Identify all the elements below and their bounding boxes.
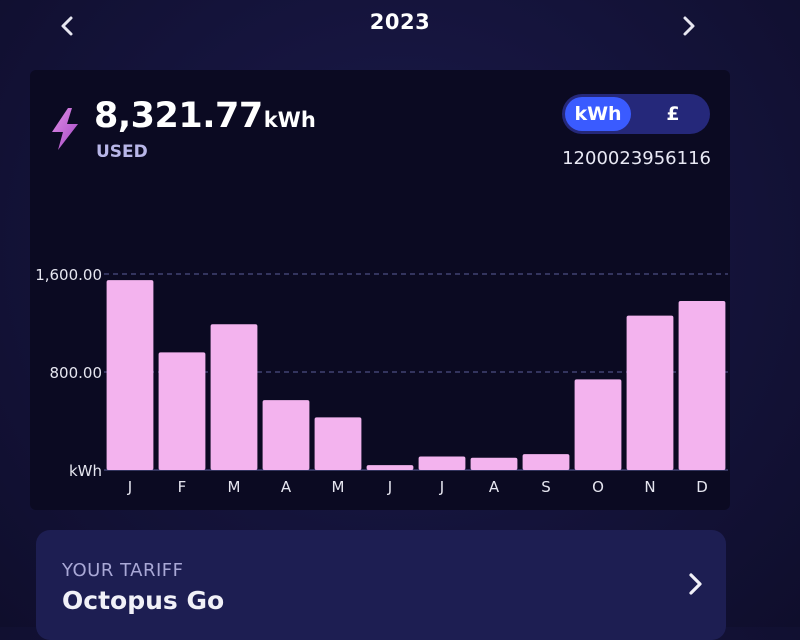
toggle-option-kwh[interactable]: kWh (565, 97, 631, 131)
chevron-right-icon (683, 16, 695, 36)
monthly-usage-chart: 1,600.00 800.00 kWh J F M A M J J A S O N D (35, 266, 728, 496)
x-tick-label: J (387, 478, 392, 496)
usage-total-unit: kWh (263, 108, 316, 132)
tariff-label: YOUR TARIFF (62, 560, 184, 581)
chevron-left-icon (61, 16, 73, 36)
y-axis-unit-label: kWh (69, 462, 102, 480)
meter-number: 1200023956116 (562, 148, 711, 169)
bar-8 (522, 454, 570, 470)
x-tick-label: A (281, 478, 292, 496)
tariff-name: Octopus Go (62, 586, 225, 615)
bar-4 (314, 417, 362, 470)
bar-2 (210, 324, 258, 470)
year-navigation: 2023 (0, 0, 800, 50)
bar-1 (158, 352, 206, 470)
bar-3 (262, 400, 310, 470)
bar-6 (418, 456, 466, 470)
usage-total-value: 8,321.77 (94, 96, 263, 136)
bar-9 (574, 379, 622, 470)
bar-10 (626, 315, 674, 470)
next-year-button[interactable] (670, 8, 706, 44)
x-tick-label: D (696, 478, 708, 496)
bar-5 (366, 465, 414, 470)
chevron-right-icon (689, 573, 702, 595)
bar-11 (678, 300, 726, 470)
x-tick-label: S (541, 478, 551, 496)
y-tick-label: 1,600.00 (35, 266, 102, 284)
x-tick-label: M (332, 478, 345, 496)
lightning-bolt-icon (52, 108, 78, 150)
bar-7 (470, 457, 518, 470)
x-tick-label: J (127, 478, 132, 496)
tariff-card[interactable]: YOUR TARIFF Octopus Go (36, 530, 726, 640)
previous-year-button[interactable] (50, 8, 86, 44)
unit-toggle: kWh £ (562, 94, 710, 134)
x-tick-label: F (178, 478, 187, 496)
toggle-option-pounds[interactable]: £ (666, 103, 680, 125)
x-tick-label: J (439, 478, 444, 496)
x-tick-label: N (644, 478, 655, 496)
x-tick-label: A (489, 478, 500, 496)
y-tick-label: 800.00 (50, 364, 103, 382)
year-label: 2023 (369, 10, 431, 34)
x-tick-label: M (228, 478, 241, 496)
usage-label: USED (96, 142, 148, 162)
bar-0 (106, 280, 154, 470)
usage-total: 8,321.77kWh (94, 96, 316, 136)
x-tick-label: O (592, 478, 604, 496)
